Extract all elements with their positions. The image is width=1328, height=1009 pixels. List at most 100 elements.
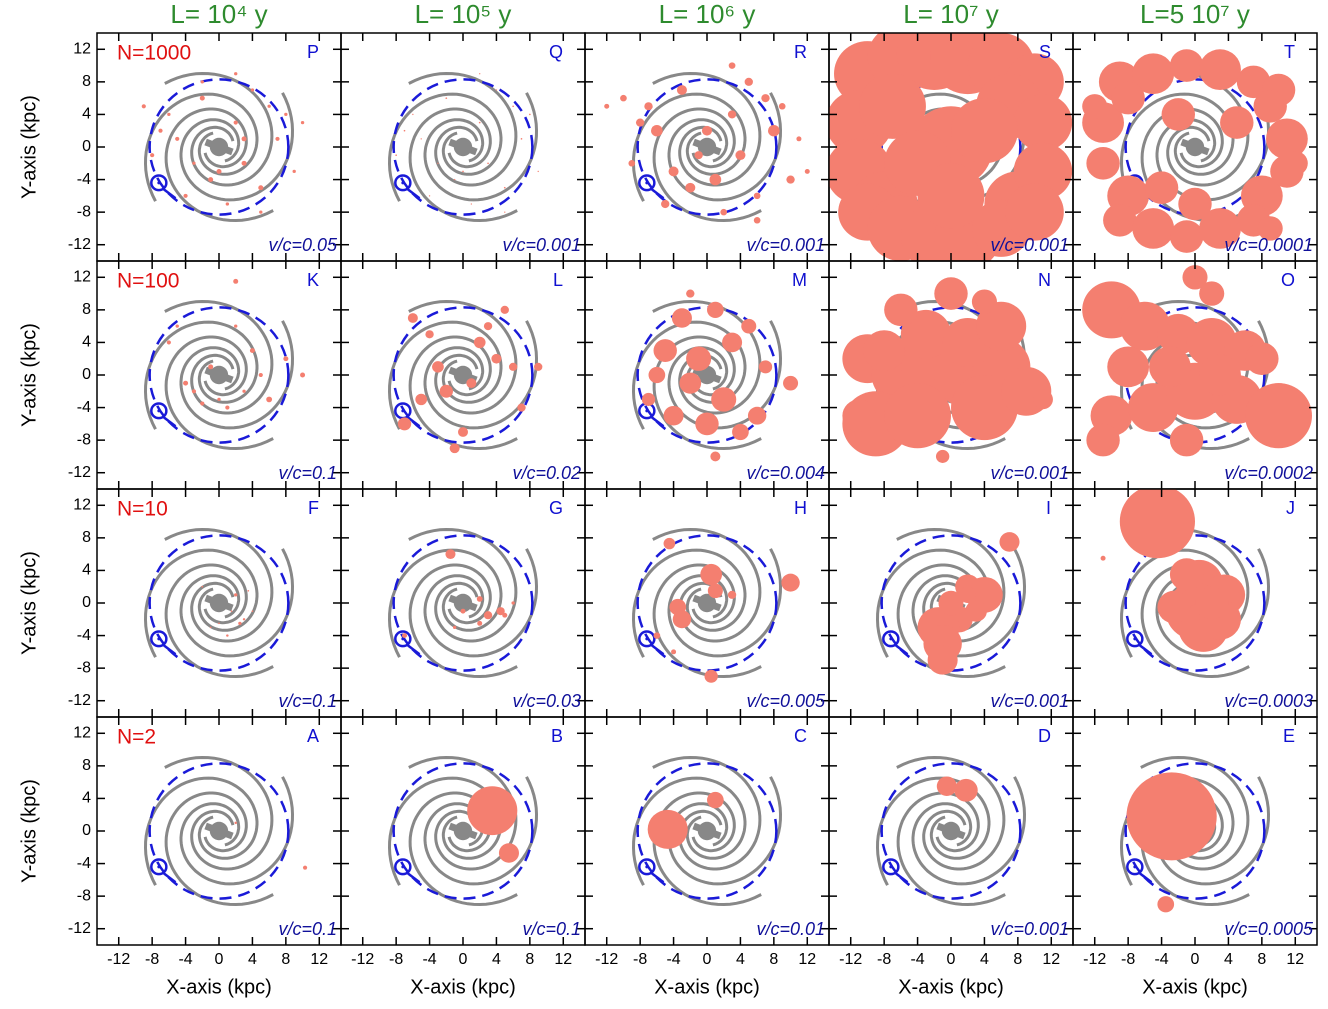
panel-note: v/c=0.1 xyxy=(278,919,337,939)
bulge xyxy=(697,137,717,157)
solar-orbit xyxy=(1124,762,1266,900)
bubble xyxy=(504,211,506,213)
panel-note: v/c=0.02 xyxy=(512,463,581,483)
spiral-arm xyxy=(387,92,503,202)
bubble xyxy=(727,590,737,599)
bubble xyxy=(1178,187,1212,221)
spiral-arm xyxy=(423,320,539,430)
bubble xyxy=(457,427,469,437)
panel-label: L xyxy=(553,270,563,290)
row-label: N=2 xyxy=(117,726,156,749)
bubble xyxy=(707,301,724,318)
bubble xyxy=(183,193,188,198)
spiral-arm xyxy=(911,776,1027,886)
spiral-arm xyxy=(423,92,539,202)
bubble xyxy=(258,372,263,378)
bubble xyxy=(432,361,444,373)
panel-label: K xyxy=(307,270,319,290)
x-tick-label: -8 xyxy=(633,951,647,968)
panel-label: P xyxy=(307,42,319,62)
y-tick-label: -8 xyxy=(77,431,91,448)
solar-orbit xyxy=(148,762,290,900)
bubble xyxy=(300,120,305,125)
bubble xyxy=(935,449,950,463)
bubble xyxy=(647,809,688,849)
spiral-arm xyxy=(143,548,259,658)
sun-marker xyxy=(150,858,168,876)
sun-marker xyxy=(882,630,900,648)
bubble xyxy=(1157,590,1191,624)
bubble xyxy=(200,80,204,84)
panel-note: v/c=0.05 xyxy=(268,235,338,255)
bubble xyxy=(641,392,656,406)
panel-note: v/c=0.004 xyxy=(746,463,825,483)
bulge xyxy=(453,137,473,157)
bubble xyxy=(1169,423,1204,457)
sun-dot xyxy=(645,181,649,185)
panel-label: G xyxy=(549,498,563,518)
bulge xyxy=(1185,137,1205,157)
bulge xyxy=(209,593,229,613)
x-tick-label: -4 xyxy=(178,951,192,968)
bubble xyxy=(1103,204,1137,237)
bubble xyxy=(425,330,434,339)
bubble xyxy=(783,375,799,391)
bubble xyxy=(508,362,518,371)
bubble xyxy=(1128,383,1179,433)
bubble xyxy=(241,160,247,166)
bulge xyxy=(453,821,473,841)
solar-orbit xyxy=(1124,78,1266,216)
x-tick-label: 12 xyxy=(798,951,816,968)
column-title: L= 10⁶ y xyxy=(659,0,756,29)
bubble xyxy=(397,417,412,431)
spiral-arm xyxy=(164,755,274,871)
panel-note: v/c=0.0002 xyxy=(1224,463,1313,483)
panel xyxy=(143,527,295,679)
sun-dot xyxy=(889,637,893,641)
spiral-arm xyxy=(652,527,762,643)
y-tick-label: 12 xyxy=(73,41,91,58)
y-tick-label: -8 xyxy=(77,659,91,676)
bubble xyxy=(728,62,736,69)
bubble xyxy=(473,336,486,349)
sun-marker xyxy=(150,630,168,648)
sun-marker xyxy=(638,858,656,876)
spiral-arm xyxy=(387,320,503,430)
sun-dot xyxy=(401,865,405,869)
bubble xyxy=(971,289,997,314)
bubble xyxy=(1199,281,1225,306)
bubble xyxy=(747,406,767,425)
panel-label: R xyxy=(794,42,807,62)
bubble xyxy=(452,625,457,630)
bubble xyxy=(496,607,505,616)
sun-dot xyxy=(157,637,161,641)
panel-label: S xyxy=(1039,42,1051,62)
bubble xyxy=(709,173,722,186)
y-tick-label: 8 xyxy=(82,73,91,90)
bubble xyxy=(453,178,456,181)
bubble xyxy=(1005,183,1064,241)
bubble xyxy=(233,278,239,284)
sun-marker xyxy=(394,174,412,192)
solar-orbit xyxy=(1124,534,1266,672)
y-axis-title: Y-axis (kpc) xyxy=(18,551,40,655)
solar-orbit xyxy=(880,78,1022,216)
sun-dot xyxy=(1133,637,1137,641)
sun-marker xyxy=(1126,858,1144,876)
y-tick-label: 4 xyxy=(82,334,91,351)
bubble xyxy=(258,185,264,191)
y-tick-label: -4 xyxy=(77,855,91,872)
panel xyxy=(1082,265,1312,457)
x-tick-label: -12 xyxy=(351,951,374,968)
sun-tail xyxy=(163,644,177,656)
bubble xyxy=(700,563,723,586)
bubble xyxy=(744,77,753,86)
bubble xyxy=(218,622,220,625)
bubble xyxy=(439,384,453,398)
x-tick-label: 4 xyxy=(492,951,501,968)
bubble xyxy=(502,612,508,618)
y-tick-label: 4 xyxy=(82,790,91,807)
y-tick-label: 12 xyxy=(73,725,91,742)
sun-marker xyxy=(394,858,412,876)
